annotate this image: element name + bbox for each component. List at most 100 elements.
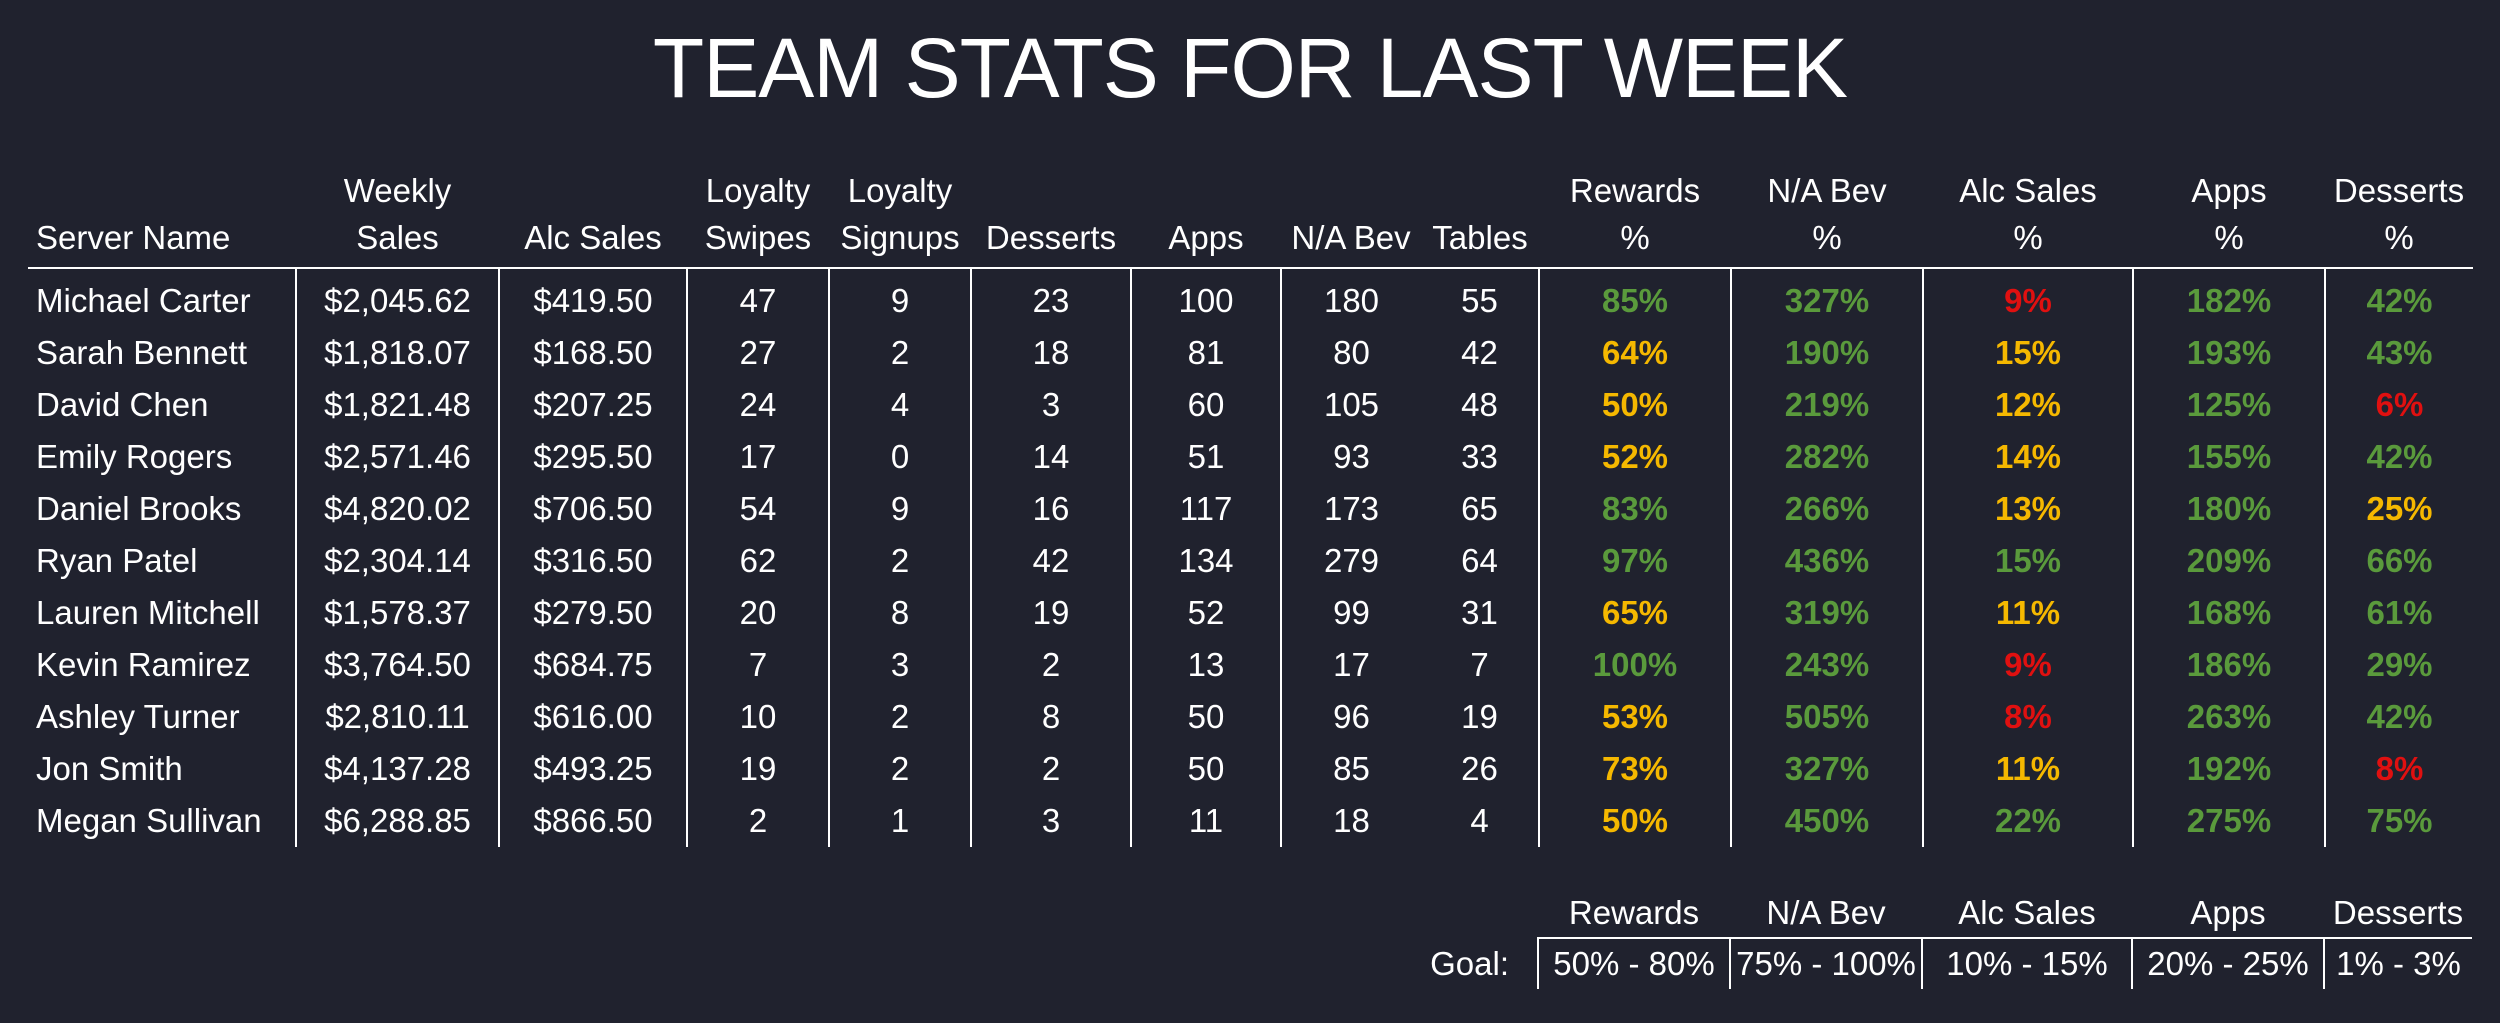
cell-server-name: David Chen <box>36 386 209 423</box>
goal-table: Rewards N/A Bev Alc Sales Apps Desserts … <box>1408 887 2472 989</box>
cell-loyalty-signups: 0 <box>828 431 971 483</box>
goal-value-apps: 20% - 25% <box>2131 938 2324 989</box>
cell-rewards-pct: 83% <box>1538 483 1731 535</box>
cell-tables: 26 <box>1461 750 1498 787</box>
cell-na-bev-pct: 282% <box>1730 431 1923 483</box>
cell-server-name: Lauren Mitchell <box>36 594 260 631</box>
cell-alc-sales-pct: 9% <box>1922 639 2133 691</box>
cell-alc-sales: $168.50 <box>498 327 687 379</box>
cell-apps: 100 <box>1130 268 1281 327</box>
table-row: Emily Rogers $2,571.46 $295.50 17 0 14 51 93 33 5… <box>28 431 2473 483</box>
cell-rewards-pct: 85% <box>1538 268 1731 327</box>
cell-alc-sales: $316.50 <box>498 535 687 587</box>
cell-alc-sales-pct: 22% <box>1922 795 2133 847</box>
col-header-tables: Tables <box>1421 165 1539 269</box>
team-stats-body: Michael Carter $2,045.62 $419.50 47 9 23 100 18… <box>28 268 2473 847</box>
col-header-weekly-sales: Weekly Sales <box>296 165 499 269</box>
goal-header-alc-sales: Alc Sales <box>1922 887 2132 939</box>
cell-apps: 60 <box>1130 379 1281 431</box>
cell-weekly-sales: $4,820.02 <box>295 483 499 535</box>
table-row: Kevin Ramirez $3,764.50 $684.75 7 3 2 13 17 7 100… <box>28 639 2473 691</box>
cell-na-bev: 180 <box>1280 268 1421 327</box>
cell-desserts-pct: 42% <box>2324 431 2473 483</box>
cell-na-bev-pct: 190% <box>1730 327 1923 379</box>
cell-alc-sales-pct: 13% <box>1922 483 2133 535</box>
cell-alc-sales: $295.50 <box>498 431 687 483</box>
cell-apps: 50 <box>1130 743 1281 795</box>
table-row: Lauren Mitchell $1,578.37 $279.50 20 8 19 52 99… <box>28 587 2473 639</box>
cell-weekly-sales: $1,821.48 <box>295 379 499 431</box>
col-header-desserts: Desserts <box>971 165 1131 269</box>
cell-weekly-sales: $3,764.50 <box>295 639 499 691</box>
cell-na-bev-pct: 505% <box>1730 691 1923 743</box>
cell-weekly-sales: $1,818.07 <box>295 327 499 379</box>
cell-loyalty-signups: 1 <box>828 795 971 847</box>
col-header-rewards-pct: Rewards% <box>1539 165 1731 269</box>
cell-loyalty-signups: 4 <box>828 379 971 431</box>
cell-alc-sales: $866.50 <box>498 795 687 847</box>
table-row: David Chen $1,821.48 $207.25 24 4 3 60 105 48 50%… <box>28 379 2473 431</box>
cell-na-bev: 93 <box>1280 431 1421 483</box>
cell-loyalty-swipes: 19 <box>686 743 829 795</box>
cell-weekly-sales: $2,571.46 <box>295 431 499 483</box>
cell-apps: 51 <box>1130 431 1281 483</box>
cell-na-bev-pct: 327% <box>1730 268 1923 327</box>
cell-na-bev-pct: 319% <box>1730 587 1923 639</box>
cell-apps: 134 <box>1130 535 1281 587</box>
cell-na-bev: 80 <box>1280 327 1421 379</box>
cell-na-bev: 96 <box>1280 691 1421 743</box>
cell-weekly-sales: $2,304.14 <box>295 535 499 587</box>
cell-loyalty-swipes: 54 <box>686 483 829 535</box>
cell-desserts: 3 <box>970 795 1131 847</box>
cell-rewards-pct: 97% <box>1538 535 1731 587</box>
cell-desserts-pct: 43% <box>2324 327 2473 379</box>
cell-loyalty-signups: 9 <box>828 483 971 535</box>
cell-server-name: Ashley Turner <box>36 698 240 735</box>
cell-apps-pct: 263% <box>2132 691 2325 743</box>
col-header-na-bev-pct: N/A Bev% <box>1731 165 1923 269</box>
cell-apps-pct: 209% <box>2132 535 2325 587</box>
cell-desserts-pct: 61% <box>2324 587 2473 639</box>
cell-na-bev-pct: 266% <box>1730 483 1923 535</box>
cell-rewards-pct: 73% <box>1538 743 1731 795</box>
goal-header-na-bev: N/A Bev <box>1730 887 1922 939</box>
cell-server-name: Jon Smith <box>36 750 183 787</box>
cell-apps-pct: 168% <box>2132 587 2325 639</box>
cell-desserts-pct: 42% <box>2324 691 2473 743</box>
goal-value-na-bev: 75% - 100% <box>1729 938 1922 989</box>
cell-server-name: Ryan Patel <box>36 542 198 579</box>
table-row: Ashley Turner $2,810.11 $616.00 10 2 8 50 96 19 5… <box>28 691 2473 743</box>
cell-desserts: 3 <box>970 379 1131 431</box>
cell-desserts: 8 <box>970 691 1131 743</box>
cell-alc-sales-pct: 14% <box>1922 431 2133 483</box>
goal-value-alc-sales: 10% - 15% <box>1921 938 2132 989</box>
cell-apps: 13 <box>1130 639 1281 691</box>
cell-apps: 11 <box>1130 795 1281 847</box>
cell-tables: 65 <box>1461 490 1498 527</box>
table-row: Megan Sullivan $6,288.85 $866.50 2 1 3 11 18 4 50… <box>28 795 2473 847</box>
cell-loyalty-swipes: 20 <box>686 587 829 639</box>
cell-loyalty-signups: 3 <box>828 639 971 691</box>
cell-loyalty-signups: 2 <box>828 327 971 379</box>
cell-tables: 42 <box>1461 334 1498 371</box>
cell-na-bev: 99 <box>1280 587 1421 639</box>
cell-tables: 7 <box>1470 646 1489 683</box>
cell-desserts-pct: 6% <box>2324 379 2473 431</box>
cell-na-bev: 85 <box>1280 743 1421 795</box>
goal-label: Goal: <box>1430 944 1509 982</box>
cell-desserts: 14 <box>970 431 1131 483</box>
table-row: Michael Carter $2,045.62 $419.50 47 9 23 100 18… <box>28 268 2473 327</box>
cell-na-bev-pct: 327% <box>1730 743 1923 795</box>
cell-rewards-pct: 65% <box>1538 587 1731 639</box>
cell-desserts-pct: 25% <box>2324 483 2473 535</box>
cell-apps: 117 <box>1130 483 1281 535</box>
col-header-alc-sales-pct: Alc Sales% <box>1923 165 2133 269</box>
cell-loyalty-signups: 2 <box>828 691 971 743</box>
goal-value-row: Goal: 50% - 80% 75% - 100% 10% - 15% 20%… <box>1408 938 2472 989</box>
cell-desserts-pct: 75% <box>2324 795 2473 847</box>
cell-na-bev-pct: 219% <box>1730 379 1923 431</box>
cell-rewards-pct: 100% <box>1538 639 1731 691</box>
col-header-apps-pct: Apps% <box>2133 165 2325 269</box>
cell-apps: 52 <box>1130 587 1281 639</box>
cell-rewards-pct: 64% <box>1538 327 1731 379</box>
